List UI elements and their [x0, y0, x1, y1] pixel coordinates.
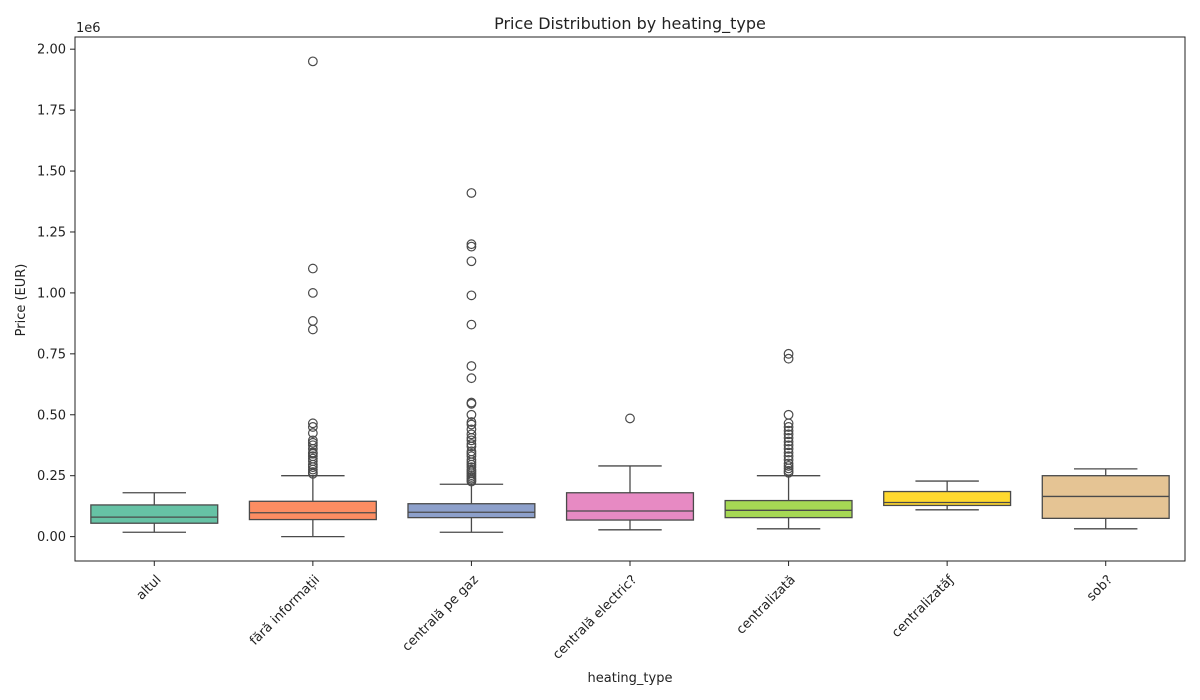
outlier-point — [466, 429, 477, 440]
box-group — [565, 413, 695, 531]
x-tick-label: centralizatăƒ — [889, 572, 957, 640]
outlier-point — [783, 451, 794, 462]
outlier-point — [307, 443, 318, 454]
outlier-point — [783, 433, 794, 443]
x-axis-title: heating_type — [588, 671, 673, 686]
y-tick-label: 1.75 — [37, 104, 66, 119]
outlier-point — [307, 428, 318, 438]
outlier-point — [466, 398, 477, 409]
outlier-point — [307, 448, 318, 459]
outlier-point — [466, 361, 477, 371]
outlier-point — [783, 447, 794, 458]
outlier-point — [783, 422, 794, 432]
outlier-point — [466, 441, 477, 452]
box-iqr — [407, 503, 536, 519]
outlier-point — [466, 188, 477, 198]
outlier-point — [783, 467, 794, 478]
outlier-point — [466, 409, 477, 420]
x-tick-label: centralizată — [734, 573, 799, 638]
outlier-point — [783, 463, 794, 474]
outlier-point — [783, 443, 794, 454]
outlier-point — [783, 425, 794, 436]
y-tick-label: 1.25 — [37, 225, 66, 240]
outlier-point — [783, 409, 794, 420]
outlier-point — [466, 373, 477, 384]
outlier-point — [466, 319, 477, 330]
chart-title: Price Distribution by heating_type — [494, 14, 766, 34]
x-tick-label: fără informații — [247, 573, 323, 649]
outlier-point — [307, 464, 318, 475]
y-tick-label: 0.00 — [37, 530, 66, 545]
outlier-point — [625, 413, 635, 424]
x-tick-label: centrală pe gaz — [400, 572, 482, 654]
outlier-point — [307, 56, 318, 67]
outlier-point — [307, 437, 318, 448]
box-iqr — [248, 500, 377, 521]
outlier-point — [307, 263, 318, 274]
outlier-point — [783, 458, 794, 469]
box-iqr — [90, 504, 219, 524]
y-axis-title: Price (EUR) — [14, 264, 29, 337]
outlier-point — [307, 316, 318, 326]
y-tick-label: 0.75 — [37, 347, 66, 362]
outlier-point — [783, 429, 794, 440]
y-tick-label: 2.00 — [37, 43, 66, 58]
outlier-point — [783, 348, 794, 359]
box-group — [248, 56, 377, 538]
outlier-point — [307, 418, 318, 429]
outlier-point — [783, 353, 794, 364]
x-tick-label: altul — [134, 573, 165, 604]
plot-area: 0.00 0.25 0.50 0.75 1.00 1.25 1.50 1.75 2.00 altu… — [37, 36, 1186, 663]
outlier-point — [307, 422, 318, 432]
outlier-point — [466, 435, 477, 446]
outlier-point — [783, 440, 794, 451]
y-tick-label: 0.50 — [37, 408, 66, 423]
box-group — [90, 492, 219, 533]
outlier-point — [307, 468, 318, 479]
outlier-point — [307, 288, 318, 298]
outlier-point — [466, 454, 477, 465]
outlier-point — [783, 418, 794, 429]
box-iqr — [883, 490, 1012, 507]
outlier-point — [307, 324, 318, 335]
y-tick-label: 1.00 — [37, 286, 66, 301]
outlier-point — [466, 241, 477, 252]
box-iqr — [724, 499, 853, 519]
outlier-point — [466, 417, 477, 427]
outlier-point — [783, 436, 794, 447]
outlier-point — [466, 476, 477, 487]
box-group — [883, 480, 1012, 511]
box-group — [1041, 468, 1170, 530]
box-group — [724, 348, 853, 530]
outlier-point — [466, 239, 477, 250]
box-iqr — [565, 492, 695, 521]
outlier-point — [466, 439, 477, 449]
outlier-point — [466, 290, 477, 301]
y-axis-offset-label: 1e6 — [76, 21, 101, 36]
box-group — [407, 188, 536, 533]
outlier-point — [307, 462, 318, 473]
y-tick-label: 0.25 — [37, 469, 66, 484]
x-tick-label: centrală electric? — [550, 573, 640, 663]
x-tick-label: sob? — [1084, 573, 1116, 605]
outlier-point — [466, 419, 477, 430]
y-tick-label: 1.50 — [37, 165, 66, 180]
outlier-point — [783, 461, 794, 471]
outlier-point — [466, 256, 477, 267]
